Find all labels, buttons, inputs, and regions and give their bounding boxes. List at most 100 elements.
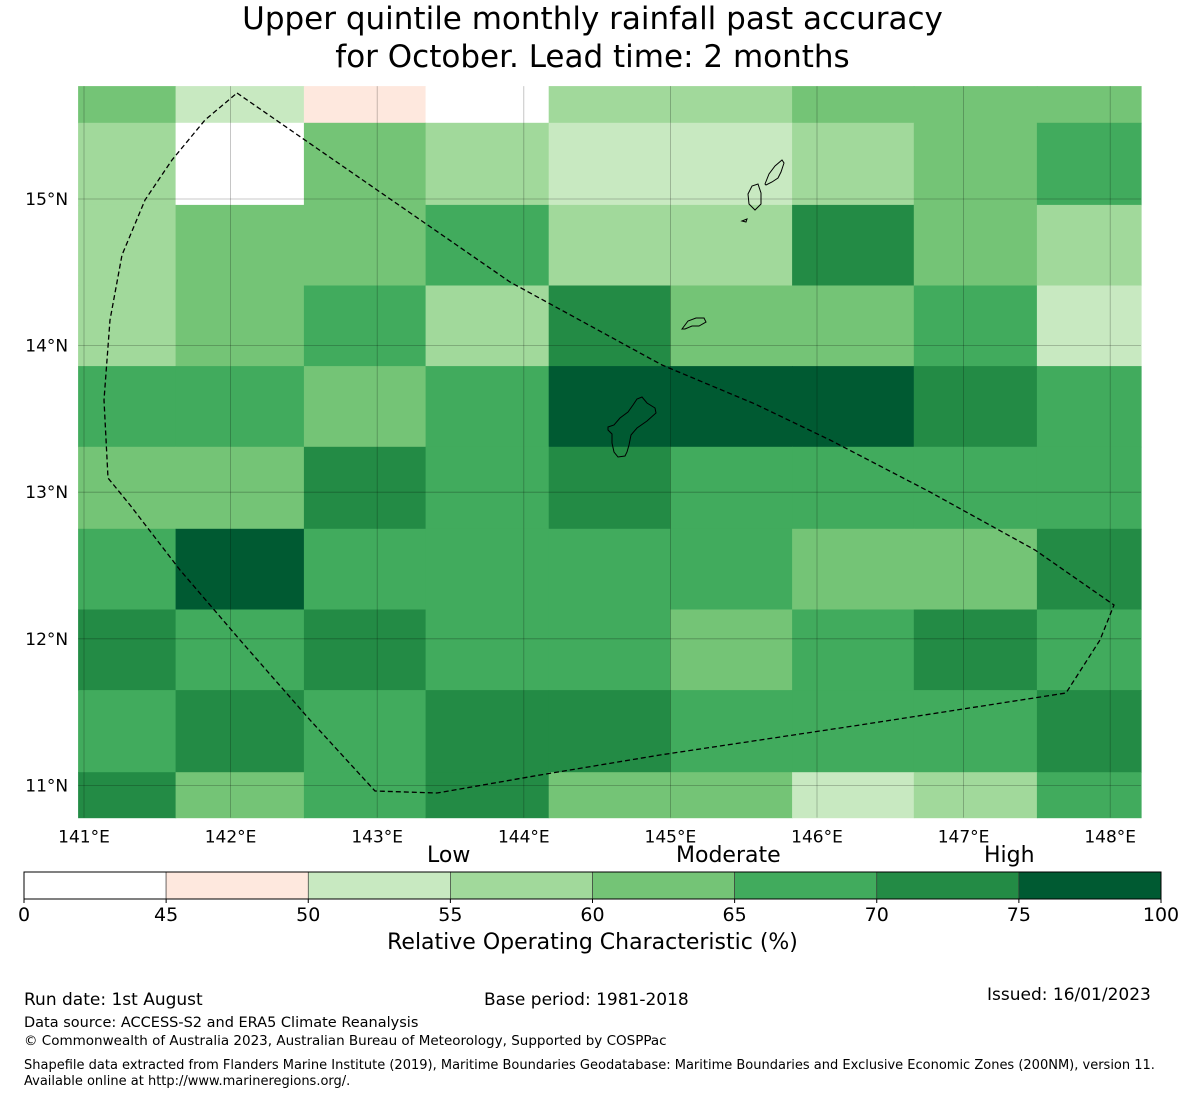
grid-cell: [425, 86, 550, 124]
island-guam: [607, 396, 657, 458]
grid-cell: [913, 446, 1038, 530]
grid-cell: [425, 772, 550, 819]
grid-cell: [548, 366, 671, 448]
grid-cell: [425, 690, 550, 773]
grid-cell: [548, 204, 671, 287]
grid-cell: [1036, 285, 1142, 367]
colorbar-segment: [307, 871, 451, 900]
grid-cell: [1036, 528, 1142, 610]
grid-cell: [175, 446, 305, 530]
title-line-1: Upper quintile monthly rainfall past acc…: [242, 1, 943, 37]
colorbar-segment: [734, 871, 877, 900]
grid-cell: [175, 86, 305, 124]
colorbar-tick-label: 0: [18, 904, 30, 926]
latitude-tick-label: 15°N: [25, 190, 68, 210]
grid-cell: [913, 772, 1038, 819]
latitude-tick-label: 13°N: [25, 483, 68, 503]
grid-cell: [548, 285, 671, 367]
grid-cell: [792, 772, 915, 819]
grid-cell: [670, 528, 793, 610]
map-gridlines: [78, 86, 1141, 818]
colorbar-tick-label: 100: [1143, 904, 1179, 926]
colorbar-tick-label: 60: [580, 904, 604, 926]
grid-cell: [913, 204, 1038, 287]
grid-cell: [303, 86, 427, 124]
colorbar-segment: [592, 871, 735, 900]
grid-cell: [670, 446, 793, 530]
longitude-tick-label: 148°E: [1084, 828, 1136, 848]
colorbar-tick-label: 75: [1007, 904, 1031, 926]
grid-cell: [670, 285, 793, 367]
colorbar-label-low: Low: [427, 843, 471, 868]
grid-cell: [425, 285, 550, 367]
grid-cell: [792, 446, 915, 530]
grid-cell: [792, 285, 915, 367]
colorbar-label-moderate: Moderate: [676, 843, 781, 868]
colorbar-tick-label: 45: [154, 904, 178, 926]
grid-cell: [303, 204, 427, 287]
eez-boundary: [103, 92, 1115, 794]
grid-cell: [78, 446, 177, 530]
grid-cell: [78, 122, 177, 206]
grid-cell: [78, 772, 177, 819]
grid-cell: [670, 204, 793, 287]
colorbar-segment: [876, 871, 1020, 900]
grid-cell: [670, 86, 793, 124]
grid-cell: [78, 609, 177, 691]
grid-cell: [792, 204, 915, 287]
colorbar-segment: [450, 871, 593, 900]
grid-cell: [670, 690, 793, 773]
grid-cell: [792, 122, 915, 206]
colorbar-segment: [1018, 871, 1162, 900]
grid-cell: [303, 528, 427, 610]
colorbar-tick-label: 70: [865, 904, 889, 926]
grid-cell: [175, 528, 305, 610]
grid-cell: [913, 86, 1038, 124]
grid-cell: [425, 528, 550, 610]
grid-cell: [175, 122, 305, 206]
grid-cell: [425, 366, 550, 448]
longitude-tick-labels: 141°E 142°E 143°E 144°E 145°E 146°E 147°E 148°E: [58, 828, 1136, 848]
grid-cell: [792, 366, 915, 448]
island-saipan: [764, 159, 785, 186]
grid-cell: [78, 366, 177, 448]
grid-cell: [175, 285, 305, 367]
grid-cell: [303, 690, 427, 773]
grid-cell: [1036, 86, 1142, 124]
grid-cell: [1036, 366, 1142, 448]
colorbar-tick-label: 55: [438, 904, 462, 926]
grid-cell: [78, 528, 177, 610]
colorbar-tick-label: 50: [296, 904, 320, 926]
colorbar-title: Relative Operating Characteristic (%): [387, 930, 798, 955]
grid-cell: [425, 609, 550, 691]
latitude-tick-label: 12°N: [25, 630, 68, 650]
longitude-tick-label: 142°E: [205, 828, 257, 848]
grid-cell: [792, 528, 915, 610]
latitude-tick-label: 14°N: [25, 337, 68, 357]
grid-cell: [792, 609, 915, 691]
grid-cell: [913, 690, 1038, 773]
grid-cell: [175, 609, 305, 691]
grid-cell: [548, 609, 671, 691]
grid-cell: [548, 122, 671, 206]
map-title: Upper quintile monthly rainfall past acc…: [0, 0, 1185, 76]
colorbar: 0 45 50 55 60 65 70 75 100: [18, 871, 1179, 926]
colorbar-segment: [23, 871, 167, 900]
grid-cell: [913, 609, 1038, 691]
grid-cell: [175, 690, 305, 773]
grid-cell: [175, 366, 305, 448]
grid-cell: [548, 690, 671, 773]
longitude-tick-label: 145°E: [645, 828, 697, 848]
title-line-2: for October. Lead time: 2 months: [335, 39, 850, 75]
longitude-tick-label: 141°E: [58, 828, 110, 848]
grid-cell: [913, 528, 1038, 610]
grid-cell: [548, 446, 671, 530]
grid-cell: [670, 122, 793, 206]
grid-cell: [1036, 609, 1142, 691]
grid-cell: [78, 285, 177, 367]
grid-cell: [913, 285, 1038, 367]
run-date: Run date: 1st August: [24, 990, 203, 1010]
grid-cell: [78, 690, 177, 773]
longitude-tick-label: 146°E: [791, 828, 843, 848]
